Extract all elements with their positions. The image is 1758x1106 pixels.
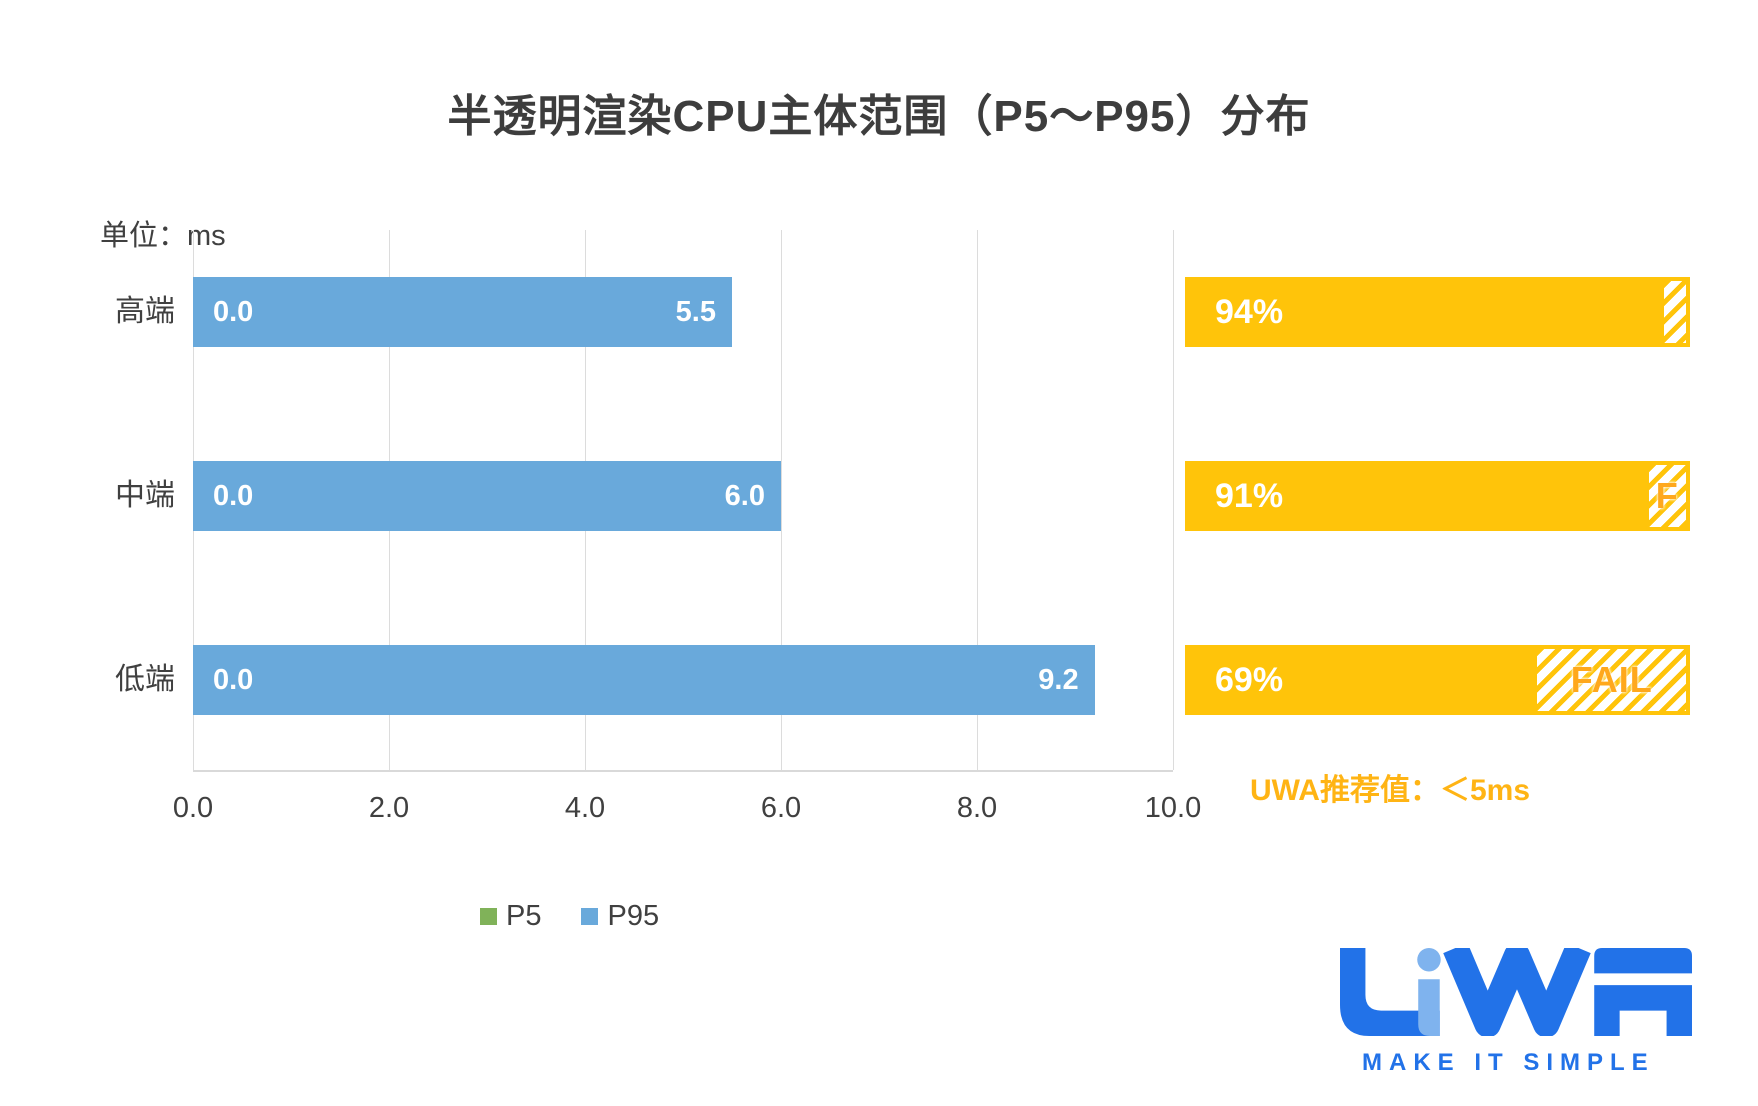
- x-axis-tick-label: 0.0: [172, 792, 214, 824]
- pass-rate-bar: 94%: [1185, 277, 1690, 347]
- uwa-logo-tagline: MAKE IT SIMPLE: [1362, 1049, 1655, 1076]
- pass-rate-panel: 94% 91% F 69% FAIL: [1185, 230, 1690, 770]
- pass-rate-percent-label: 94%: [1215, 292, 1284, 331]
- p95-range-bar: 0.0 6.0: [193, 461, 781, 531]
- p5-value-label: 0.0: [213, 295, 254, 328]
- chart-legend: P5 P95: [480, 900, 659, 933]
- uwa-logo: MAKE IT SIMPLE: [1338, 942, 1708, 1077]
- p5-value-label: 0.0: [213, 479, 254, 512]
- fail-hatch-region: FAIL: [1533, 645, 1690, 715]
- pass-rate-percent-label: 69%: [1215, 660, 1284, 699]
- legend-label-p5: P5: [506, 900, 542, 932]
- p95-range-bar: 0.0 5.5: [193, 277, 732, 347]
- p95-swatch-icon: [581, 908, 599, 925]
- legend-item-p5: P5: [480, 900, 541, 933]
- gridline: [781, 230, 782, 770]
- fail-hatch-region: F: [1644, 461, 1690, 531]
- fail-hatch-region: [1659, 277, 1690, 347]
- p95-value-label: 9.2: [1038, 663, 1079, 696]
- uwa-logo-mark: [1340, 942, 1692, 1038]
- legend-item-p95: P95: [581, 900, 659, 933]
- p95-range-bar: 0.0 9.2: [193, 645, 1095, 715]
- p5-value-label: 0.0: [213, 663, 254, 696]
- p5-swatch-icon: [480, 908, 497, 925]
- pass-rate-solid: 69%: [1185, 645, 1534, 715]
- gridline: [1173, 230, 1174, 770]
- pass-rate-bar: 69% FAIL: [1185, 645, 1690, 715]
- pass-rate-bar: 91% F: [1185, 461, 1690, 531]
- p95-value-label: 6.0: [724, 479, 765, 512]
- category-label: 低端: [115, 663, 175, 696]
- pass-rate-solid: 91%: [1185, 461, 1645, 531]
- unit-label: 单位：ms: [100, 220, 226, 252]
- chart-title: 半透明渲染CPU主体范围（P5～P95）分布: [447, 92, 1311, 141]
- category-label: 高端: [115, 295, 175, 328]
- category-label: 中端: [115, 479, 175, 512]
- x-axis-tick-label: 8.0: [956, 792, 998, 824]
- x-axis-tick-label: 10.0: [1144, 792, 1202, 824]
- x-axis-tick-label: 4.0: [564, 792, 606, 824]
- uwa-recommendation-note: UWA推荐值：＜5ms: [1249, 774, 1531, 807]
- gridline: [977, 230, 978, 770]
- x-axis-tick-label: 2.0: [368, 792, 410, 824]
- fail-label: FAIL: [1570, 659, 1653, 700]
- pass-rate-solid: 94%: [1185, 277, 1660, 347]
- pass-rate-percent-label: 91%: [1215, 476, 1284, 515]
- plot-area: 0.0 5.5 0.0 6.0 0.0 9.2: [193, 230, 1174, 772]
- p95-value-label: 5.5: [675, 295, 716, 328]
- x-axis-tick-label: 6.0: [760, 792, 802, 824]
- legend-label-p95: P95: [607, 900, 660, 932]
- fail-label: F: [1655, 475, 1679, 516]
